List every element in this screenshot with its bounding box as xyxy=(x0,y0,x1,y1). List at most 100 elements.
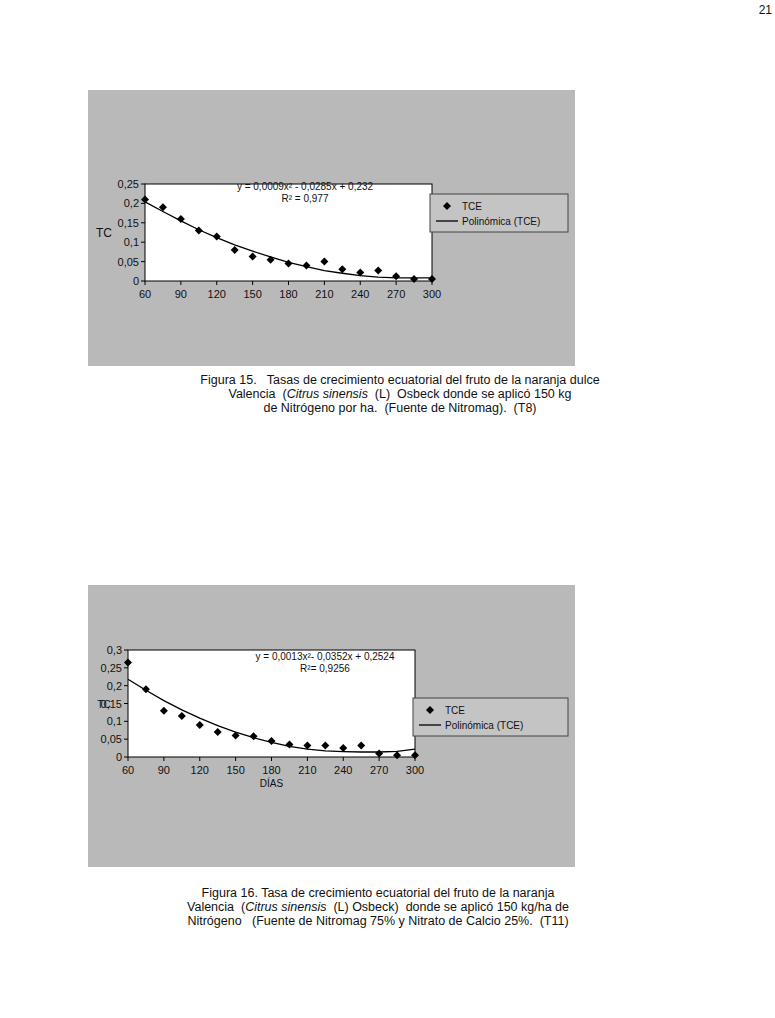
y-axis-label: TC xyxy=(96,226,112,240)
y-tick-label: 0,2 xyxy=(124,197,139,209)
caption-text: Citrus sinensis xyxy=(287,387,368,401)
y-tick xyxy=(141,222,145,223)
plot-frame xyxy=(145,184,432,281)
y-tick-label: 0,3 xyxy=(107,644,122,656)
data-point xyxy=(321,742,329,750)
data-point xyxy=(410,275,418,283)
data-point xyxy=(320,258,328,266)
x-tick xyxy=(145,281,146,285)
x-tick xyxy=(128,757,129,761)
x-tick xyxy=(396,281,397,285)
caption-text: Valencia ( xyxy=(187,900,246,914)
data-layer xyxy=(141,196,436,284)
x-tick xyxy=(216,281,217,285)
annotation: R²= 0,9256 xyxy=(300,663,350,674)
legend-marker xyxy=(443,202,451,210)
y-tick-label: 0,1 xyxy=(124,236,139,248)
x-tick-label: 90 xyxy=(158,764,170,776)
x-tick xyxy=(252,281,253,285)
y-tick xyxy=(124,667,128,668)
x-tick-label: 150 xyxy=(226,764,244,776)
legend-label: TCE xyxy=(445,705,465,716)
data-point xyxy=(214,728,222,736)
caption-line: Nitrógeno (Fuente de Nitromag 75% y Nitr… xyxy=(187,914,568,928)
x-tick-label: 120 xyxy=(208,288,226,300)
plot-area xyxy=(145,184,432,281)
caption-text: Nitrógeno (Fuente de Nitromag 75% y Nitr… xyxy=(187,914,568,928)
annotation: y = 0,0013x²- 0,0352x + 0,2524 xyxy=(256,651,395,662)
page-background xyxy=(0,0,775,1018)
y-tick-label: 0,25 xyxy=(101,662,122,674)
y-tick xyxy=(124,739,128,740)
y-tick-label: 0 xyxy=(133,275,139,287)
y-tick xyxy=(141,203,145,204)
x-tick xyxy=(199,757,200,761)
data-point xyxy=(268,737,276,745)
y-tick xyxy=(141,261,145,262)
x-tick-label: 270 xyxy=(370,764,388,776)
caption-line: Valencia (Citrus sinensis (L) Osbeck) do… xyxy=(187,900,569,914)
data-layer xyxy=(124,658,419,759)
data-point xyxy=(196,721,204,729)
legend-label: Polinómica (TCE) xyxy=(462,216,540,227)
data-point xyxy=(231,246,239,254)
caption-line: de Nitrógeno por ha. (Fuente de Nitromag… xyxy=(263,401,536,415)
data-point xyxy=(160,707,168,715)
legend-line xyxy=(419,724,441,725)
y-tick-label: 0,25 xyxy=(118,178,139,190)
caption-text: de Nitrógeno por ha. (Fuente de Nitromag… xyxy=(263,401,536,415)
x-axis-label: DÍAS xyxy=(260,777,284,789)
x-tick-label: 300 xyxy=(423,288,441,300)
x-tick xyxy=(180,281,181,285)
y-tick xyxy=(124,650,128,651)
y-tick xyxy=(124,757,128,758)
x-tick xyxy=(235,757,236,761)
y-tick-label: 0,15 xyxy=(118,217,139,229)
caption-text: Figura 16. Tasa de crecimiento ecuatoria… xyxy=(202,886,555,900)
trend-line xyxy=(145,202,432,278)
x-tick-label: 300 xyxy=(406,764,424,776)
x-tick-label: 60 xyxy=(139,288,151,300)
data-point xyxy=(393,751,401,759)
data-point xyxy=(249,253,257,261)
y-tick xyxy=(141,281,145,282)
plot-area xyxy=(128,650,415,757)
x-tick-label: 120 xyxy=(191,764,209,776)
page: 2100,050,10,150,20,256090120150180210240… xyxy=(0,0,775,1018)
plot-frame xyxy=(128,650,415,757)
y-tick xyxy=(141,242,145,243)
x-tick xyxy=(343,757,344,761)
data-point xyxy=(375,749,383,757)
x-tick-label: 180 xyxy=(279,288,297,300)
annotation: R² = 0,977 xyxy=(282,193,329,204)
trend-line xyxy=(128,679,415,752)
x-tick xyxy=(271,757,272,761)
x-tick-label: 210 xyxy=(298,764,316,776)
annotation: y = 0,0009x² - 0,0285x + 0,232 xyxy=(237,181,374,192)
legend-marker xyxy=(426,706,434,714)
data-point xyxy=(392,272,400,280)
chart-panel xyxy=(88,90,575,366)
x-tick-label: 240 xyxy=(351,288,369,300)
legend-label: Polinómica (TCE) xyxy=(445,720,523,731)
x-tick-label: 60 xyxy=(122,764,134,776)
x-tick xyxy=(360,281,361,285)
legend-box xyxy=(430,194,568,232)
data-point xyxy=(339,744,347,752)
y-axis-label: TC xyxy=(97,699,110,710)
y-tick-label: 0,05 xyxy=(118,256,139,268)
x-tick xyxy=(288,281,289,285)
x-tick xyxy=(379,757,380,761)
x-tick xyxy=(324,281,325,285)
caption-text: (L) Osbeck donde se aplicó 150 kg xyxy=(368,387,572,401)
data-point xyxy=(178,712,186,720)
legend-line xyxy=(436,220,458,221)
y-tick xyxy=(141,184,145,185)
chart: 00,050,10,150,20,25609012015018021024027… xyxy=(88,90,575,366)
caption-text: Figura 15. Tasas de crecimiento ecuatori… xyxy=(200,373,599,387)
y-tick-label: 0,2 xyxy=(107,680,122,692)
x-tick-label: 180 xyxy=(262,764,280,776)
legend-label: TCE xyxy=(462,201,482,212)
y-tick xyxy=(124,721,128,722)
x-tick-label: 150 xyxy=(243,288,261,300)
